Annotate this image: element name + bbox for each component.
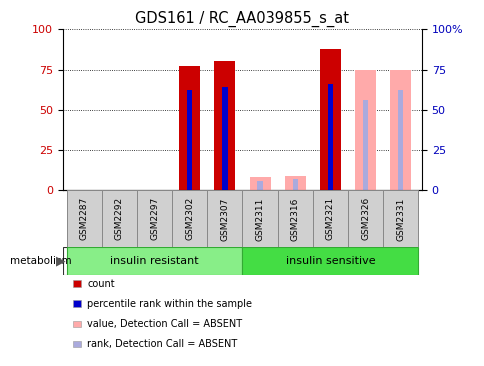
Bar <box>284 176 305 190</box>
FancyBboxPatch shape <box>66 190 102 247</box>
FancyBboxPatch shape <box>312 190 348 247</box>
FancyBboxPatch shape <box>348 190 382 247</box>
Bar <box>397 90 403 190</box>
FancyBboxPatch shape <box>207 190 242 247</box>
Bar <box>319 49 340 190</box>
Text: metabolism: metabolism <box>10 256 71 266</box>
Text: GSM2292: GSM2292 <box>115 197 123 240</box>
Bar <box>187 90 192 190</box>
Title: GDS161 / RC_AA039855_s_at: GDS161 / RC_AA039855_s_at <box>135 10 349 27</box>
Text: rank, Detection Call = ABSENT: rank, Detection Call = ABSENT <box>87 339 237 349</box>
Text: insulin resistant: insulin resistant <box>110 256 198 266</box>
Text: GSM2307: GSM2307 <box>220 197 229 240</box>
FancyBboxPatch shape <box>382 190 418 247</box>
FancyBboxPatch shape <box>136 190 172 247</box>
Text: GSM2316: GSM2316 <box>290 197 299 240</box>
Text: GSM2297: GSM2297 <box>150 197 159 240</box>
Bar <box>257 181 262 190</box>
Text: insulin sensitive: insulin sensitive <box>285 256 375 266</box>
FancyBboxPatch shape <box>242 247 418 274</box>
Bar <box>292 179 297 190</box>
Text: GSM2302: GSM2302 <box>185 197 194 240</box>
Text: percentile rank within the sample: percentile rank within the sample <box>87 299 252 309</box>
Bar <box>362 100 367 190</box>
FancyBboxPatch shape <box>172 190 207 247</box>
Bar <box>249 178 270 190</box>
Text: GSM2311: GSM2311 <box>255 197 264 240</box>
Bar <box>222 87 227 190</box>
Text: ▶: ▶ <box>56 254 65 267</box>
FancyBboxPatch shape <box>102 190 136 247</box>
Text: count: count <box>87 279 115 289</box>
FancyBboxPatch shape <box>277 190 312 247</box>
FancyBboxPatch shape <box>242 190 277 247</box>
Text: GSM2287: GSM2287 <box>79 197 89 240</box>
FancyBboxPatch shape <box>66 247 242 274</box>
Bar <box>354 70 376 190</box>
Text: GSM2331: GSM2331 <box>395 197 405 240</box>
Text: GSM2321: GSM2321 <box>325 197 334 240</box>
Text: value, Detection Call = ABSENT: value, Detection Call = ABSENT <box>87 319 242 329</box>
Bar <box>179 66 200 190</box>
Bar <box>214 61 235 190</box>
Bar <box>390 70 410 190</box>
Bar <box>327 84 333 190</box>
Text: GSM2326: GSM2326 <box>361 197 369 240</box>
